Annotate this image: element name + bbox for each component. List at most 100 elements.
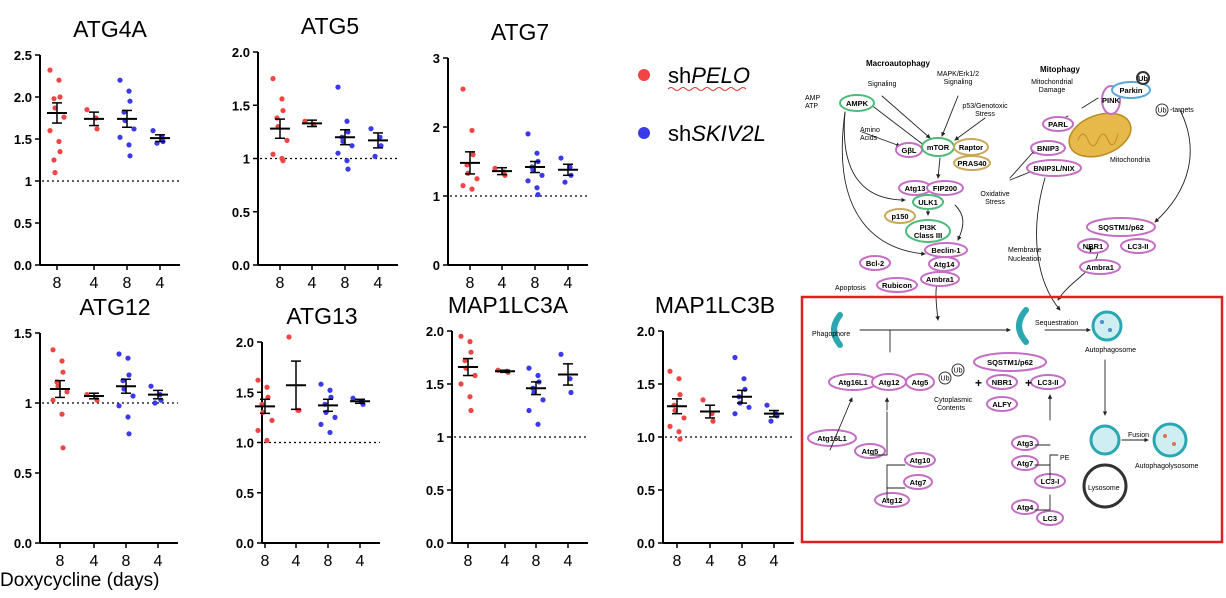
node-atg3: Atg3	[1011, 435, 1039, 451]
data-point	[472, 372, 478, 379]
data-point	[94, 126, 100, 132]
x-tick-label: 4	[564, 553, 573, 570]
x-tick-label: 4	[154, 553, 163, 570]
mitophagy-header: Mitophagy	[1040, 65, 1081, 74]
x-tick-label: 8	[122, 553, 131, 570]
node-label: Rubicon	[882, 281, 912, 290]
ub-label: Ub	[1158, 108, 1167, 115]
y-tick-label: 0.5	[637, 483, 655, 498]
plus-sign: +	[975, 376, 982, 390]
node-parkin: Parkin	[1111, 81, 1151, 99]
apoptosis-label: Apoptosis	[835, 285, 866, 292]
node-label: Atg7	[910, 478, 927, 487]
data-point	[677, 436, 683, 442]
pathway-nodes: AMPK GβL mTOR Raptor PRAS40 Atg13 FIP200 ULK1 p1…	[807, 71, 1169, 526]
node-atg5_b: Atg5	[854, 443, 886, 459]
phagophore-shape	[831, 312, 843, 348]
data-point	[742, 386, 748, 392]
data-point	[746, 404, 752, 410]
data-point	[558, 155, 564, 161]
plus-sign: +	[1087, 242, 1094, 256]
node-shape	[1042, 116, 1074, 132]
node-fip200: FIP200	[926, 180, 964, 196]
node-shape	[1011, 455, 1039, 471]
node-bnip3l: BNIP3L/NIX	[1026, 159, 1082, 177]
y-tick-label: 0.0	[637, 536, 655, 551]
data-point	[126, 431, 132, 437]
data-point	[535, 421, 541, 427]
x-tick-label: 8	[466, 275, 475, 292]
data-point	[525, 178, 531, 184]
data-point	[458, 333, 464, 339]
data-point	[534, 150, 540, 156]
legend-prefix: sh	[668, 63, 691, 88]
node-rubicon: Rubicon	[876, 277, 918, 293]
node-p150: p150	[884, 208, 916, 224]
node-atg5: Atg5	[905, 373, 935, 391]
chart-panel-map1lc3a: MAP1LC3A 0.0 0.5 1 1.5 2.0 8 4 8 4	[426, 292, 588, 570]
data-point	[350, 395, 356, 401]
node-label: Ambra1	[1086, 263, 1114, 272]
legend-prefix: sh	[668, 121, 691, 146]
highlight-box	[800, 295, 1224, 544]
node-label: Class III	[914, 231, 942, 240]
node-label: Ambra1	[926, 275, 954, 284]
spellcheck-underline	[667, 87, 747, 91]
data-point	[667, 368, 673, 374]
data-point	[52, 170, 58, 176]
data-point	[60, 445, 66, 451]
x-tick-label: 8	[56, 553, 65, 570]
cytoplasmic-label: Contents	[937, 405, 966, 412]
node-gbl: GβL	[895, 142, 923, 158]
y-tick-label: 0.0	[232, 258, 250, 273]
ub-label: Ub	[941, 376, 950, 383]
x-tick-label: 4	[770, 553, 779, 570]
data-point	[125, 414, 131, 420]
node-label: SQSTM1/p62	[1098, 223, 1144, 232]
data-point	[116, 351, 122, 357]
data-point	[47, 67, 53, 73]
pi3k-akt-label: Signaling	[868, 81, 897, 88]
node-bcl2: Bcl-2	[859, 255, 891, 271]
node-shape	[1011, 435, 1039, 451]
node-atg7_b: Atg7	[903, 474, 933, 490]
y-tick-label: 0.5	[426, 483, 444, 498]
y-tick-label: 1	[25, 174, 32, 189]
amp-atp-label: ATP	[805, 103, 818, 110]
node-shape	[1120, 238, 1156, 254]
node-lc3ii: LC3-II	[1030, 374, 1066, 390]
data-point	[51, 157, 57, 163]
data-point	[126, 88, 132, 94]
membrane-label: Membrane	[1008, 247, 1042, 254]
node-shape	[953, 138, 989, 156]
y-tick-label: 1.5	[14, 132, 32, 147]
node-bnip3: BNIP3	[1030, 140, 1066, 156]
oxidative-label: Stress	[985, 199, 1005, 206]
node-label: Parkin	[1120, 86, 1143, 95]
chart-panel-atg4a: ATG4A 0.0 0.5 1 1.5 2.0 2.5 8 4 8 4	[14, 16, 180, 292]
sequestration-shape	[1016, 307, 1029, 345]
node-shape	[912, 194, 944, 210]
node-nbr1_top: NBR1	[1077, 238, 1109, 254]
data-point	[469, 127, 475, 134]
y-tick-label: 1.5	[14, 326, 32, 341]
data-point	[469, 186, 475, 192]
legend-label-pelo: shPELO	[668, 63, 750, 88]
x-tick-label: 4	[308, 275, 317, 292]
data-point	[335, 150, 341, 156]
data-point	[148, 383, 154, 389]
node-label: Atg5	[862, 447, 879, 456]
data-point	[467, 339, 473, 345]
y-tick-label: 1.5	[637, 377, 655, 392]
data-point	[526, 365, 532, 371]
node-atg10: Atg10	[904, 452, 936, 468]
y-tick-label: 1.5	[236, 385, 254, 400]
data-point	[117, 77, 123, 83]
data-point	[568, 389, 574, 396]
x-tick-label: 4	[156, 275, 165, 292]
pe-label: PE	[1060, 455, 1070, 462]
data-point	[274, 115, 280, 121]
ub-circle	[938, 371, 952, 385]
x-axis-title: Doxycycline (days)	[0, 570, 159, 591]
